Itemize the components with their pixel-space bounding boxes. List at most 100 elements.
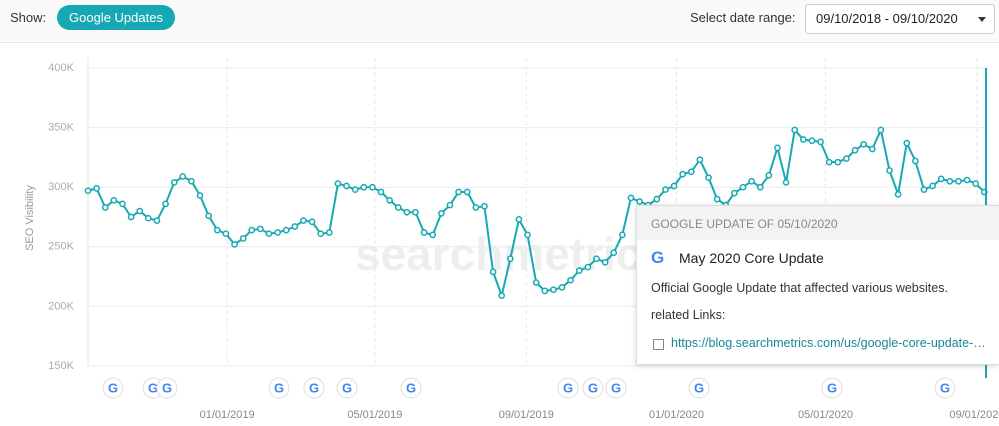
- data-point: [144, 214, 152, 222]
- y-axis-title: SEO Visibility: [24, 185, 36, 251]
- data-point: [196, 192, 204, 199]
- google-update-marker[interactable]: G: [102, 377, 124, 399]
- google-update-marker[interactable]: G: [268, 377, 290, 399]
- date-range: 09/10/2018 - 09/10/2020: [816, 11, 958, 26]
- data-point: [748, 177, 755, 185]
- data-point: [153, 217, 161, 224]
- data-point: [136, 207, 144, 215]
- related-label: related Links:: [651, 308, 726, 322]
- data-point: [687, 168, 695, 176]
- x-tick-label: 09/01/2020: [949, 409, 999, 421]
- x-tick-label: 05/01/2020: [798, 409, 853, 421]
- y-tick-label: 200K: [48, 300, 74, 312]
- google-update-marker[interactable]: G: [821, 377, 843, 399]
- data-point: [713, 195, 721, 203]
- marker-g: G: [406, 380, 416, 395]
- data-point: [369, 183, 376, 191]
- marker-circle: [156, 377, 178, 399]
- data-point: [498, 292, 506, 300]
- data-point: [618, 231, 626, 239]
- tooltip: GOOGLE UPDATE OF 05/10/2020 G May 2020 C…: [636, 205, 999, 365]
- toolbar: Show: Google Updates Select date range: …: [0, 0, 999, 43]
- y-tick-label: 150K: [48, 360, 74, 372]
- data-point: [282, 226, 290, 234]
- google-update-marker[interactable]: G: [400, 377, 422, 399]
- marker-circle: [688, 377, 710, 399]
- marker-g: G: [940, 380, 950, 395]
- data-point: [334, 180, 342, 187]
- data-point: [799, 136, 807, 143]
- data-point: [489, 268, 497, 276]
- link-icon: [653, 339, 664, 350]
- data-point: [972, 180, 980, 187]
- data-point: [412, 208, 419, 216]
- google-update-marker[interactable]: G: [934, 377, 956, 399]
- data-point: [567, 276, 574, 284]
- data-point: [825, 158, 833, 166]
- data-point: [438, 210, 445, 217]
- google-update-marker[interactable]: G: [605, 377, 627, 399]
- show-label: Show:: [10, 10, 47, 25]
- data-point: [257, 225, 264, 233]
- data-point: [188, 177, 195, 185]
- data-point: [119, 200, 126, 208]
- data-point: [377, 188, 385, 196]
- marker-circle: [268, 377, 290, 399]
- google-update-marker[interactable]: G: [688, 377, 710, 399]
- date-range-select[interactable]: 09/10/2018 - 09/10/2020: [805, 4, 995, 34]
- data-point: [515, 216, 523, 223]
- marker-g: G: [827, 380, 837, 395]
- data-point: [343, 182, 350, 190]
- data-point: [782, 179, 790, 186]
- marker-circle: [582, 377, 604, 399]
- update-name: May 2020 Core Update: [679, 250, 824, 266]
- data-point: [662, 186, 669, 193]
- data-point: [325, 229, 333, 236]
- data-point: [860, 140, 867, 148]
- data-point: [481, 202, 488, 210]
- marker-g: G: [148, 380, 158, 395]
- chart: searchmetrics SEO Visibility 150K200K250…: [24, 58, 999, 421]
- data-point: [291, 223, 299, 230]
- marker-circle: [557, 377, 579, 399]
- y-tick-label: 400K: [48, 62, 74, 74]
- google-update-marker[interactable]: G: [156, 377, 178, 399]
- data-point: [731, 189, 738, 197]
- data-point: [231, 241, 238, 248]
- data-point: [601, 258, 609, 266]
- data-point: [455, 188, 462, 196]
- filter-pill[interactable]: Google Updates: [57, 5, 175, 30]
- data-point: [248, 226, 256, 234]
- data-point: [834, 158, 842, 166]
- data-point: [429, 231, 437, 239]
- data-point: [84, 187, 92, 195]
- google-update-marker[interactable]: G: [336, 377, 358, 399]
- data-point: [593, 255, 600, 263]
- data-point: [524, 231, 531, 239]
- data-point: [627, 194, 635, 202]
- data-point: [394, 204, 402, 211]
- google-update-marker[interactable]: G: [582, 377, 604, 399]
- data-point: [851, 146, 859, 154]
- marker-g: G: [309, 380, 319, 395]
- update-link[interactable]: https://blog.searchmetrics.com/us/google…: [671, 336, 986, 350]
- data-point: [955, 177, 962, 185]
- google-update-marker[interactable]: G: [557, 377, 579, 399]
- data-point: [756, 183, 764, 191]
- tooltip-header: GOOGLE UPDATE OF 05/10/2020: [637, 206, 999, 240]
- marker-circle: [303, 377, 325, 399]
- google-update-marker[interactable]: G: [303, 377, 325, 399]
- data-point: [386, 196, 393, 204]
- google-icon: G: [651, 248, 665, 267]
- marker-g: G: [342, 380, 352, 395]
- data-point: [765, 171, 773, 179]
- data-point: [472, 204, 480, 211]
- marker-circle: [934, 377, 956, 399]
- data-point: [541, 287, 549, 295]
- data-point: [110, 196, 118, 204]
- data-point: [903, 139, 911, 147]
- x-tick-label: 01/01/2020: [649, 409, 704, 421]
- range-label: Select date range:: [690, 10, 796, 25]
- data-point: [558, 283, 566, 291]
